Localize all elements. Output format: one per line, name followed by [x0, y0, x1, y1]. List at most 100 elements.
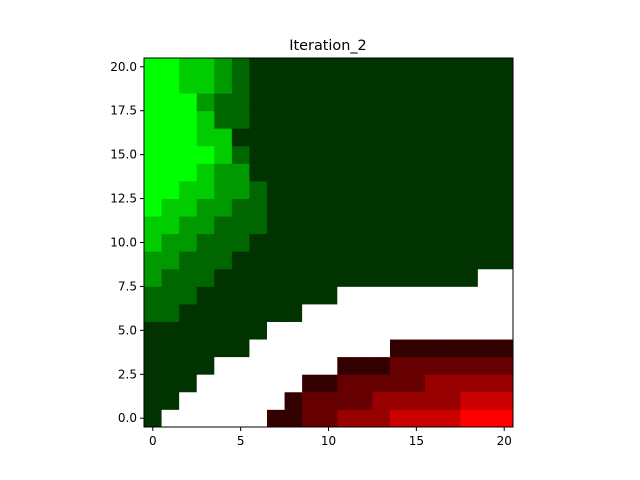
heatmap-cell — [354, 356, 373, 375]
heatmap-cell — [495, 110, 514, 129]
y-tick-label: 15.0 — [110, 148, 137, 162]
heatmap-cell — [407, 339, 426, 358]
heatmap-cell — [425, 93, 444, 112]
heatmap-cell — [442, 286, 461, 305]
heatmap-cell — [442, 145, 461, 164]
heatmap-cell — [196, 391, 215, 410]
heatmap-cell — [179, 93, 198, 112]
heatmap-cell — [284, 321, 303, 340]
heatmap-cell — [249, 409, 268, 428]
heatmap-cell — [196, 286, 215, 305]
heatmap-cell — [267, 233, 285, 252]
heatmap-cell — [425, 356, 444, 375]
heatmap-cell — [407, 58, 426, 76]
heatmap-cell — [231, 268, 250, 287]
heatmap-cell — [144, 58, 162, 76]
heatmap-cell — [319, 110, 338, 129]
heatmap-cell — [372, 145, 391, 164]
heatmap-cell — [302, 75, 321, 94]
heatmap-cell — [390, 145, 408, 164]
heatmap-cell — [495, 286, 514, 305]
heatmap-cell — [302, 110, 321, 129]
heatmap-cell — [231, 198, 250, 217]
heatmap-cell — [407, 216, 426, 235]
heatmap-cell — [302, 391, 321, 410]
heatmap-cell — [161, 233, 180, 252]
y-tick-label: 12.5 — [110, 192, 137, 206]
heatmap-cell — [460, 304, 479, 322]
heatmap-cell — [179, 304, 198, 322]
heatmap-cell — [319, 268, 338, 287]
heatmap-cell — [231, 75, 250, 94]
heatmap-cell — [442, 356, 461, 375]
heatmap-cell — [390, 163, 408, 182]
heatmap-cell — [460, 128, 479, 147]
heatmap-cell — [495, 268, 514, 287]
heatmap-cell — [249, 198, 268, 217]
heatmap-cell — [302, 233, 321, 252]
heatmap-cell — [442, 391, 461, 410]
heatmap-cell — [231, 216, 250, 235]
heatmap-cell — [231, 321, 250, 340]
heatmap-cell — [337, 339, 356, 358]
heatmap-cell — [372, 233, 391, 252]
heatmap-cell — [179, 268, 198, 287]
heatmap-cell — [477, 163, 496, 182]
heatmap-cell — [284, 409, 303, 428]
heatmap-cell — [179, 233, 198, 252]
heatmap-cell — [161, 93, 180, 112]
heatmap-cell — [179, 58, 198, 76]
heatmap-cell — [249, 339, 268, 358]
heatmap-cell — [337, 374, 356, 393]
heatmap-cell — [442, 233, 461, 252]
heatmap-cell — [407, 356, 426, 375]
heatmap-cell — [267, 110, 285, 129]
heatmap-cell — [425, 339, 444, 358]
heatmap-cell — [425, 304, 444, 322]
x-tick-label: 0 — [149, 434, 157, 448]
heatmap-cell — [390, 128, 408, 147]
heatmap-cell — [407, 391, 426, 410]
heatmap-cell — [477, 145, 496, 164]
heatmap-cell — [144, 321, 162, 340]
heatmap-cell — [214, 233, 233, 252]
heatmap-cell — [495, 198, 514, 217]
heatmap-cell — [354, 409, 373, 428]
heatmap-cell — [495, 216, 514, 235]
heatmap-cell — [179, 286, 198, 305]
heatmap-cell — [161, 286, 180, 305]
heatmap-cell — [267, 216, 285, 235]
heatmap-cell — [161, 251, 180, 270]
heatmap-cell — [372, 304, 391, 322]
heatmap-cell — [442, 251, 461, 270]
heatmap-cell — [161, 163, 180, 182]
heatmap-cell — [267, 409, 285, 428]
heatmap-cell — [319, 145, 338, 164]
heatmap-cell — [460, 391, 479, 410]
heatmap-cell — [196, 216, 215, 235]
heatmap-cell — [442, 110, 461, 129]
heatmap-cell — [390, 233, 408, 252]
heatmap-cell — [372, 128, 391, 147]
heatmap-cell — [319, 181, 338, 199]
heatmap-cell — [442, 216, 461, 235]
heatmap-cell — [390, 93, 408, 112]
heatmap-cell — [179, 128, 198, 147]
heatmap-cell — [144, 128, 162, 147]
heatmap-cell — [477, 128, 496, 147]
heatmap-cell — [231, 110, 250, 129]
heatmap-cell — [319, 93, 338, 112]
heatmap-cell — [319, 163, 338, 182]
heatmap-cell — [477, 216, 496, 235]
heatmap-cell — [477, 374, 496, 393]
heatmap-cell — [354, 251, 373, 270]
heatmap-cell — [495, 93, 514, 112]
heatmap-cell — [319, 286, 338, 305]
heatmap-cell — [196, 198, 215, 217]
heatmap-cell — [372, 339, 391, 358]
heatmap-cell — [354, 374, 373, 393]
heatmap-cell — [214, 286, 233, 305]
heatmap-cell — [460, 286, 479, 305]
heatmap-cell — [319, 339, 338, 358]
heatmap-cell — [196, 145, 215, 164]
